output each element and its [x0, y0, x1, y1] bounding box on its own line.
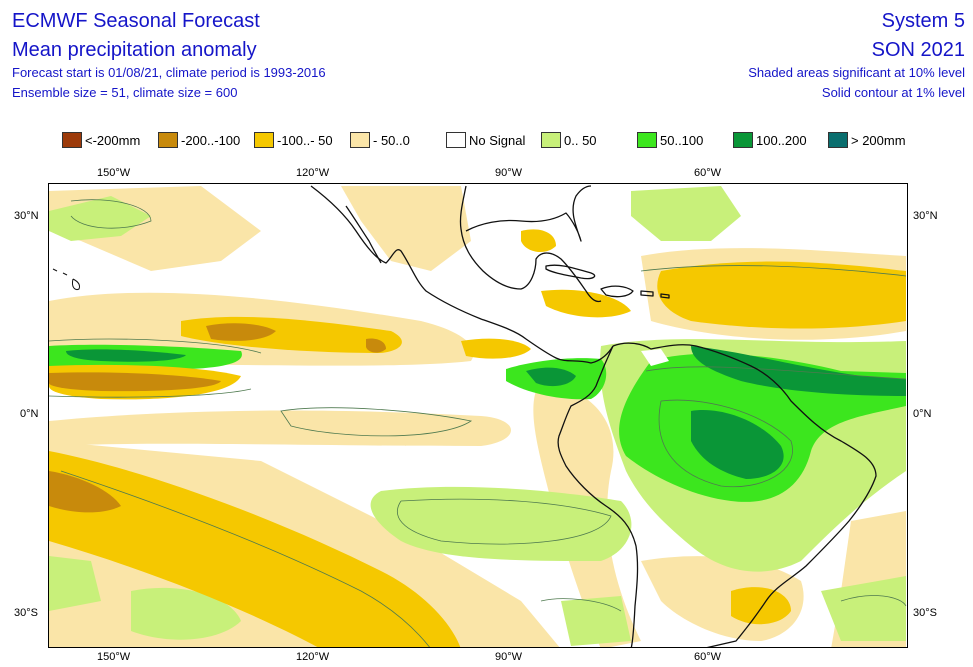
legend-label: No Signal: [469, 132, 526, 148]
legend-item: <-200mm: [62, 131, 140, 149]
legend-item: No Signal: [446, 131, 525, 149]
legend-label: 0.. 50: [564, 132, 597, 148]
legend-item: 0.. 50: [541, 131, 597, 149]
legend-item: -200..-100: [158, 131, 240, 149]
left-tick-label: 30°S: [14, 607, 38, 619]
bottom-tick-label: 120°W: [296, 651, 330, 663]
legend-swatch: [254, 132, 274, 148]
legend-label: - 50..0: [373, 132, 410, 148]
legend-swatch: [733, 132, 753, 148]
legend-swatch: [62, 132, 82, 148]
legend-item: - 50..0: [350, 131, 410, 149]
shading-minus200-minus100: [49, 323, 386, 513]
map-subtitle: Mean precipitation anomaly: [12, 39, 257, 61]
contour-note: Solid contour at 1% level: [821, 85, 965, 100]
legend-label: > 200mm: [851, 132, 906, 148]
shading-100-200: [66, 346, 906, 479]
system-label: System 5: [881, 10, 965, 32]
bottom-tick-label: 60°W: [694, 651, 722, 663]
legend-item: > 200mm: [828, 131, 906, 149]
map-title: ECMWF Seasonal Forecast: [12, 10, 260, 32]
legend-label: -100..- 50: [277, 132, 333, 148]
top-tick-label: 90°W: [495, 167, 523, 179]
left-tick-label: 0°N: [20, 408, 39, 420]
legend-item: 100..200: [733, 131, 807, 149]
ensemble-info: Ensemble size = 51, climate size = 600: [12, 85, 238, 100]
legend-label: 100..200: [756, 132, 807, 148]
legend-swatch: [350, 132, 370, 148]
legend-label: 50..100: [660, 132, 704, 148]
top-tick-label: 150°W: [97, 167, 131, 179]
significance-contours: [49, 199, 907, 647]
forecast-info: Forecast start is 01/08/21, climate peri…: [12, 65, 326, 80]
bottom-tick-label: 90°W: [495, 651, 523, 663]
legend-label: -200..-100: [181, 132, 241, 148]
left-tick-label: 30°N: [14, 210, 39, 222]
coastlines: [310, 185, 877, 647]
top-tick-label: 60°W: [694, 167, 722, 179]
no-signal-patches: [301, 349, 669, 396]
legend-swatch: [446, 132, 466, 148]
legend-item: 50..100: [637, 131, 703, 149]
right-tick-label: 30°N: [913, 210, 938, 222]
legend-swatch: [541, 132, 561, 148]
precipitation-anomaly-map: [48, 183, 908, 648]
hawaii-islands: [52, 268, 80, 290]
legend-item: -100..- 50: [254, 131, 333, 149]
season-label: SON 2021: [871, 39, 965, 61]
right-tick-label: 0°N: [913, 408, 932, 420]
legend-swatch: [637, 132, 657, 148]
shading-note: Shaded areas significant at 10% level: [748, 65, 965, 80]
legend-label: <-200mm: [85, 132, 141, 148]
legend: <-200mm -200..-100 -100..- 50 - 50..0 No…: [0, 131, 973, 151]
legend-swatch: [828, 132, 848, 148]
bottom-tick-label: 150°W: [97, 651, 131, 663]
legend-swatch: [158, 132, 178, 148]
right-tick-label: 30°S: [913, 607, 937, 619]
top-tick-label: 120°W: [296, 167, 330, 179]
